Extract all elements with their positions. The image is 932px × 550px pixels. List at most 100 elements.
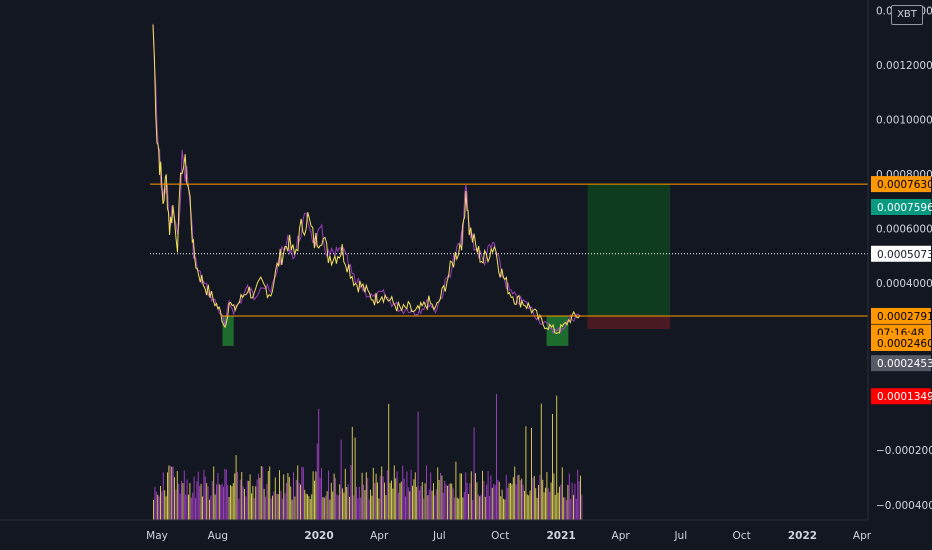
volume-bar — [438, 480, 440, 520]
x-axis[interactable]: May Aug 2020 Apr Jul Oct 2021 Apr Jul Oct 2022 Apr — [146, 530, 872, 542]
volume-bar — [281, 498, 283, 520]
volume-bar — [445, 484, 447, 520]
volume-bar — [389, 482, 391, 520]
volume-bar — [494, 484, 496, 520]
volume-bar — [566, 500, 567, 520]
volume-bar — [512, 477, 514, 520]
volume-bar — [262, 466, 264, 520]
volume-bar — [462, 497, 464, 520]
volume-bar — [231, 486, 233, 520]
volume-bar — [311, 494, 313, 520]
volume-bar — [407, 487, 409, 520]
volume-bar — [284, 493, 286, 520]
volume-bar — [564, 497, 566, 520]
volume-bar — [511, 484, 513, 520]
volume-bar — [280, 490, 282, 520]
volume-bar — [337, 495, 339, 520]
volume-bar — [476, 482, 478, 520]
volume-bar — [249, 474, 251, 520]
volume-bar — [542, 479, 544, 520]
support-box-1 — [222, 315, 234, 346]
volume-bar — [175, 489, 177, 520]
volume-bar — [329, 499, 331, 520]
stop-zone — [587, 315, 671, 329]
volume-bar — [540, 403, 542, 520]
volume-bar — [357, 498, 359, 520]
volume-bar — [232, 483, 234, 520]
price-label-text: 0.0002453 — [877, 358, 932, 370]
currency-badge[interactable]: XBT — [891, 5, 923, 25]
x-tick-label: Oct — [491, 530, 509, 542]
volume-bar — [434, 495, 436, 520]
volume-bar — [239, 479, 241, 520]
price-series — [152, 23, 581, 335]
volume-bar — [545, 487, 546, 520]
volume-bar — [486, 484, 488, 520]
volume-bar — [554, 494, 556, 520]
volume-bar — [561, 467, 563, 520]
price-label-bg — [871, 355, 931, 372]
volume-bar — [552, 414, 553, 520]
price-label-bg — [871, 199, 931, 216]
x-tick-label: 2020 — [304, 530, 333, 542]
volume-bar — [203, 469, 205, 520]
y-tick-label: 0.0012000 — [876, 60, 932, 72]
volume-bar — [514, 466, 516, 520]
volume-bar — [227, 485, 229, 520]
volume-bar — [200, 483, 202, 520]
volume-bar — [491, 487, 493, 520]
volume-bar — [546, 472, 548, 520]
volume-bar — [430, 472, 432, 520]
volume-bar — [178, 483, 180, 520]
volume-bar — [189, 483, 191, 520]
volume-bar — [501, 489, 503, 520]
volume-bar — [309, 499, 311, 520]
volume-bar — [518, 474, 520, 520]
price-label-bg — [871, 176, 931, 193]
volume-bar — [267, 471, 269, 520]
volume-bar — [416, 486, 418, 520]
volume-bar — [274, 477, 276, 520]
x-tick-label: Aug — [208, 530, 229, 542]
volume-bar — [347, 484, 349, 520]
volume-bar — [246, 480, 248, 520]
volume-bar — [165, 496, 167, 520]
volume-bar — [293, 472, 294, 520]
x-tick-label: Jul — [673, 530, 687, 542]
volume-bar — [378, 498, 380, 520]
volume-bar — [269, 466, 271, 520]
volume-bar — [199, 485, 201, 520]
volume-bar — [312, 471, 314, 520]
price-label: 0.0002460 — [871, 334, 932, 351]
volume-bar — [174, 477, 175, 520]
volume-bar — [507, 488, 509, 520]
volume-bar — [381, 466, 383, 520]
volume-bar — [196, 481, 198, 520]
volume-bar — [204, 476, 206, 520]
volume-bar — [473, 427, 475, 520]
volume-bar — [420, 485, 422, 520]
volume-bar — [336, 494, 338, 520]
volume-bar — [526, 494, 528, 520]
volume-bar — [536, 497, 538, 520]
volume-bar — [479, 496, 481, 520]
volume-bar — [426, 465, 427, 520]
volume-bar — [409, 491, 411, 520]
volume-bar — [391, 480, 392, 520]
volume-bar — [297, 465, 299, 520]
volume-bar — [504, 499, 506, 520]
volume-bar — [580, 475, 581, 520]
volume-bar — [563, 497, 565, 520]
volume-bar — [395, 478, 397, 520]
volume-bar — [228, 497, 230, 520]
volume-bar — [186, 479, 188, 520]
volume-bar — [220, 485, 222, 520]
volume-bar — [216, 484, 217, 520]
volume-bar — [294, 496, 296, 520]
price-labels: 0.00076300.00075960.00050730.000279107:1… — [871, 176, 932, 405]
position-zones — [587, 184, 671, 329]
volume-bar — [305, 493, 307, 520]
volume-bar — [575, 498, 577, 520]
volume-bar — [164, 490, 166, 520]
